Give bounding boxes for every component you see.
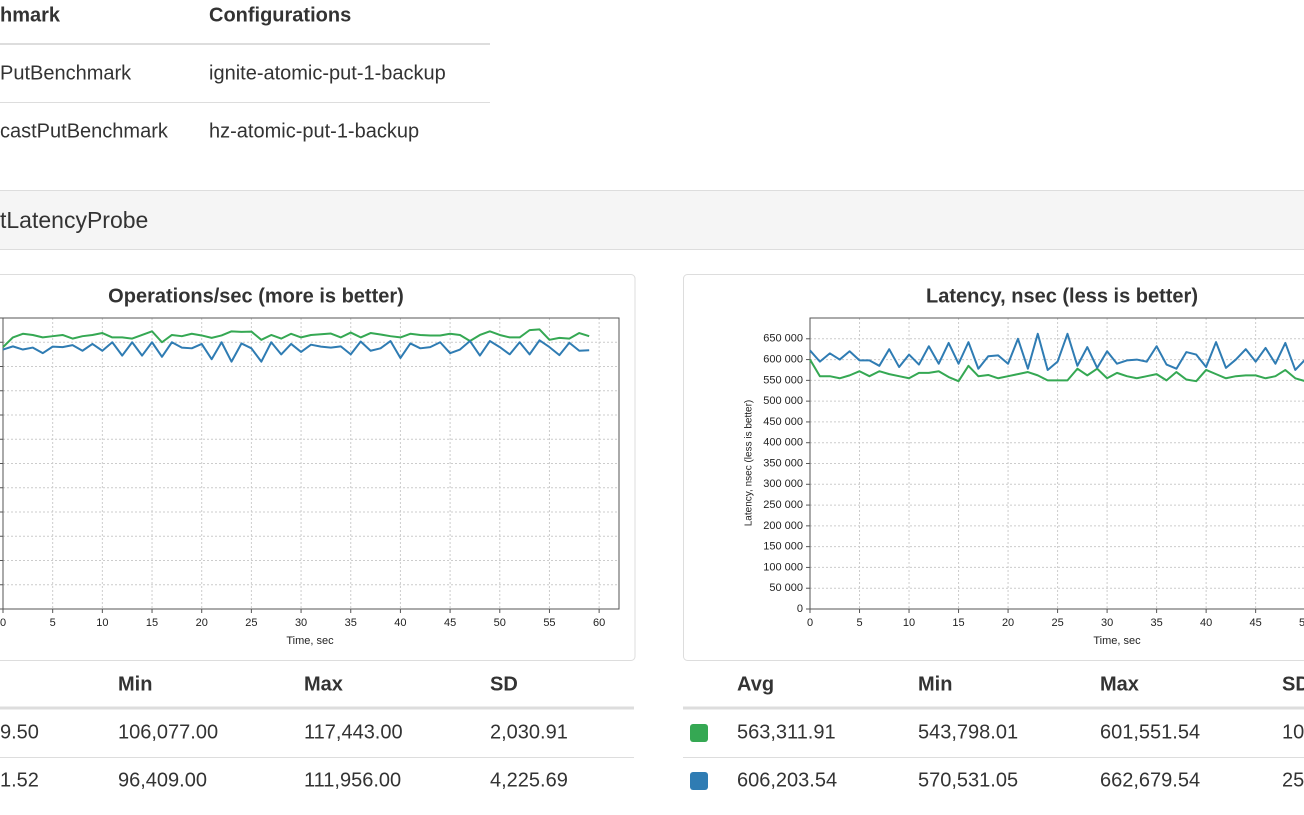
- legend-swatch: [690, 772, 708, 790]
- x-tick-label: 20: [196, 617, 208, 629]
- x-tick-label: 5: [50, 617, 56, 629]
- stats-header: Avg: [737, 673, 774, 695]
- stats-cell: 25: [1282, 769, 1304, 791]
- x-tick-label: 30: [295, 617, 307, 629]
- stats-cell: 9.50: [0, 721, 39, 743]
- x-tick-label: 0: [807, 617, 813, 629]
- x-tick-label: 5: [856, 617, 862, 629]
- y-axis-label: Latency, nsec (less is better): [744, 400, 755, 527]
- stats-cell: 117,443.00: [304, 721, 403, 743]
- x-tick-label: 60: [593, 617, 605, 629]
- plot-border: [2, 317, 620, 610]
- stats-cell: 2,030.91: [490, 721, 568, 743]
- stats-cell: 570,531.05: [918, 769, 1018, 791]
- section-title: tLatencyProbe: [0, 207, 148, 233]
- x-tick-label: 35: [1150, 617, 1162, 629]
- y-tick-label: 450 000: [763, 416, 803, 428]
- x-tick-label: 40: [394, 617, 406, 629]
- stats-cell: 662,679.54: [1100, 769, 1200, 791]
- cell: PutBenchmark: [0, 62, 132, 84]
- stats-cell: 96,409.00: [118, 769, 207, 791]
- y-tick-label: 0: [797, 603, 803, 615]
- stats-cell: 1.52: [0, 769, 39, 791]
- x-tick-label: 45: [444, 617, 456, 629]
- x-tick-label: 45: [1250, 617, 1262, 629]
- cell: hz-atomic-put-1-backup: [209, 120, 419, 142]
- x-tick-label: 20: [1002, 617, 1014, 629]
- y-tick-label: 300 000: [763, 478, 803, 490]
- stats-cell: 10: [1282, 721, 1304, 743]
- stats-header: Min: [918, 673, 952, 695]
- x-tick-label: 10: [903, 617, 915, 629]
- x-tick-label: 35: [345, 617, 357, 629]
- stats-header: Max: [1100, 673, 1139, 695]
- y-tick-label: 50 000: [769, 582, 803, 594]
- x-tick-label: 50: [494, 617, 506, 629]
- x-tick-label: 15: [952, 617, 964, 629]
- stats-cell: 601,551.54: [1100, 721, 1200, 743]
- series-line: [809, 359, 1304, 383]
- stats-header: Max: [304, 673, 343, 695]
- x-tick-label: 50: [1299, 617, 1304, 629]
- plot-border: [809, 317, 1304, 610]
- stats-header: SD: [490, 673, 518, 695]
- y-tick-label: 250 000: [763, 499, 803, 511]
- series-line: [809, 332, 1304, 371]
- series-line: [2, 339, 590, 363]
- stats-cell: 4,225.69: [490, 769, 568, 791]
- x-tick-label: 25: [245, 617, 257, 629]
- column-header: Configurations: [209, 4, 351, 26]
- y-tick-label: 350 000: [763, 457, 803, 469]
- chart-title: Operations/sec (more is better): [108, 285, 404, 307]
- x-tick-label: 55: [543, 617, 555, 629]
- x-axis-label: Time, sec: [1093, 635, 1141, 647]
- x-tick-label: 40: [1200, 617, 1212, 629]
- stats-cell: 111,956.00: [304, 769, 401, 791]
- legend-swatch: [690, 724, 708, 742]
- x-axis-label: Time, sec: [286, 635, 334, 647]
- stats-cell: 563,311.91: [737, 721, 836, 743]
- series-line: [2, 328, 590, 348]
- x-tick-label: 0: [0, 617, 6, 629]
- x-tick-label: 25: [1051, 617, 1063, 629]
- y-tick-label: 100 000: [763, 561, 803, 573]
- x-tick-label: 30: [1101, 617, 1113, 629]
- cell: castPutBenchmark: [0, 120, 169, 142]
- section-bar: [0, 190, 1304, 250]
- y-tick-label: 600 000: [763, 353, 803, 365]
- y-tick-label: 550 000: [763, 374, 803, 386]
- y-tick-label: 400 000: [763, 437, 803, 449]
- cell: ignite-atomic-put-1-backup: [209, 62, 446, 84]
- stats-header: SD: [1282, 673, 1304, 695]
- x-tick-label: 15: [146, 617, 158, 629]
- chart-title: Latency, nsec (less is better): [926, 285, 1198, 307]
- stats-cell: 606,203.54: [737, 769, 837, 791]
- x-tick-label: 10: [96, 617, 108, 629]
- column-header: hmark: [0, 4, 61, 26]
- y-tick-label: 200 000: [763, 520, 803, 532]
- y-tick-label: 500 000: [763, 395, 803, 407]
- plot-area: [810, 318, 1304, 609]
- stats-cell: 543,798.01: [918, 721, 1018, 743]
- y-tick-label: 150 000: [763, 541, 803, 553]
- stats-header: Min: [118, 673, 152, 695]
- stats-cell: 106,077.00: [118, 721, 218, 743]
- y-tick-label: 650 000: [763, 333, 803, 345]
